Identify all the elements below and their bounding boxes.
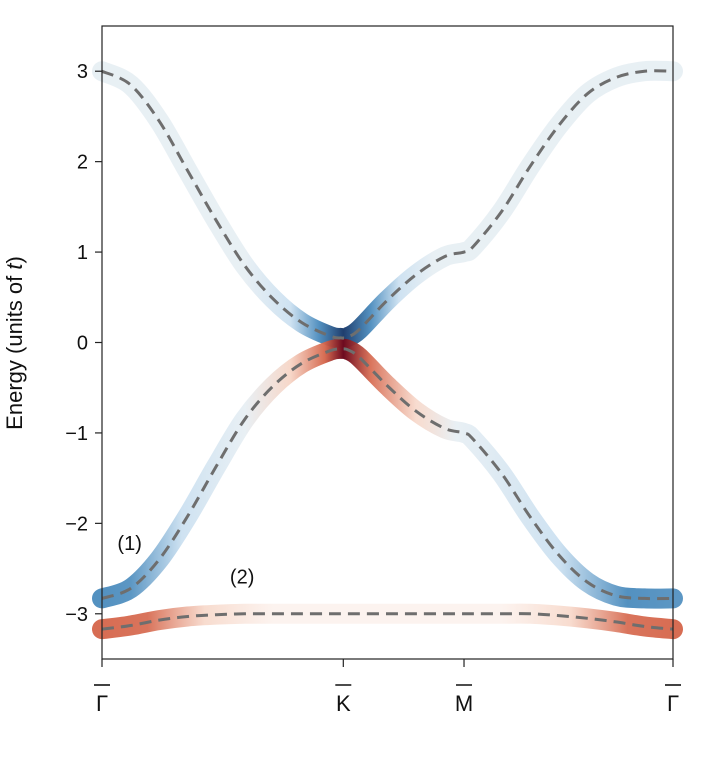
y-tick-label: 2 [77,152,88,174]
x-tick-label: M [455,691,473,716]
y-tick-label: −1 [65,423,88,445]
y-axis-label: Energy (units of t) [2,256,27,430]
x-tick-label: Γ [96,691,108,716]
band-annotation: (2) [230,567,254,589]
x-tick-label: K [336,691,351,716]
band-1-weight [92,60,683,349]
plot-frame [101,25,674,660]
band-1-line [101,69,674,340]
x-tick-label: Γ [667,691,679,716]
y-tick-label: 3 [77,61,88,83]
band-2-line [101,347,674,601]
weight-glow-layer [92,60,683,640]
band-annotations: (1) (2) [117,533,254,588]
y-axis-ticks: 3 2 1 0 −1 −2 −3 [65,61,102,626]
dashed-bands-layer [101,69,674,631]
y-tick-label: −3 [65,604,88,626]
band-annotation: (1) [117,533,141,555]
y-tick-label: 0 [77,333,88,355]
y-tick-label: −2 [65,513,88,535]
y-tick-label: 1 [77,242,88,264]
band-3-line [101,612,674,631]
